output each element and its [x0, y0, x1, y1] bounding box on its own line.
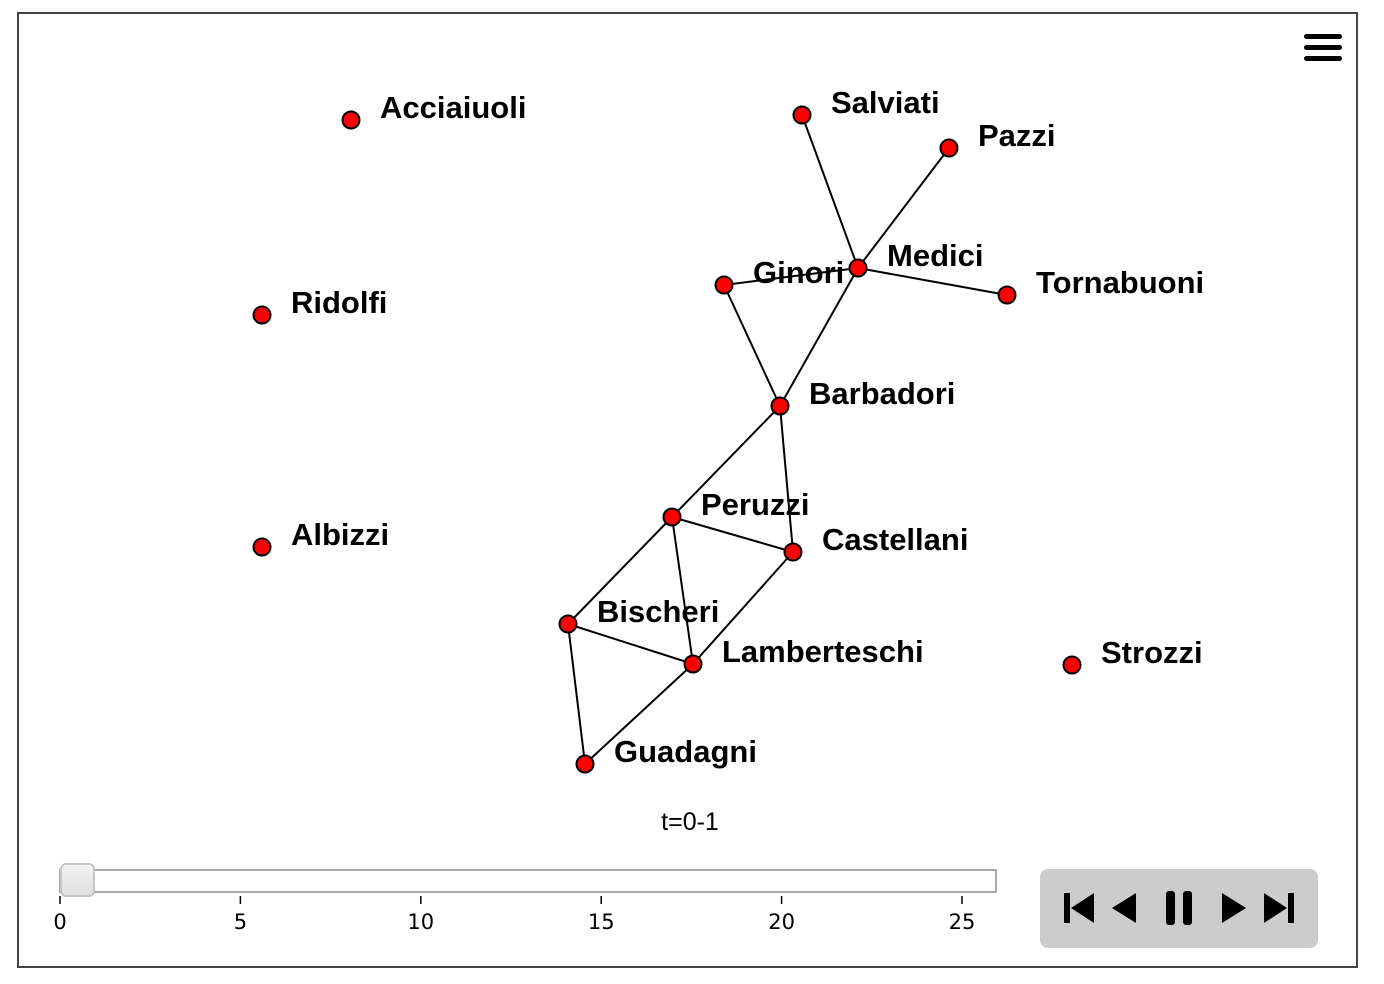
- node-marker[interactable]: [770, 396, 790, 416]
- node-marker[interactable]: [683, 654, 703, 674]
- node-marker[interactable]: [341, 110, 361, 130]
- node-label: Ridolfi: [291, 285, 387, 320]
- node-tornabuoni[interactable]: Tornabuoni: [997, 265, 1205, 305]
- node-ginori[interactable]: Ginori: [714, 255, 845, 295]
- node-albizzi[interactable]: Albizzi: [252, 517, 390, 557]
- node-marker[interactable]: [575, 754, 595, 774]
- node-label: Acciaiuoli: [380, 90, 526, 125]
- node-label: Bischeri: [597, 594, 719, 629]
- node-label: Guadagni: [614, 734, 757, 769]
- skip-to-start-icon[interactable]: [1062, 887, 1096, 929]
- menu-bar: [1304, 34, 1342, 39]
- edge-bischeri-lamberteschi: [567, 623, 694, 665]
- edge-peruzzi-bischeri: [567, 516, 673, 625]
- node-lamberteschi[interactable]: Lamberteschi: [683, 634, 924, 674]
- node-marker[interactable]: [662, 507, 682, 527]
- edge-lamberteschi-guadagni: [584, 663, 694, 765]
- edge-barbadori-peruzzi: [671, 405, 781, 518]
- node-label: Medici: [887, 238, 983, 273]
- node-salviati[interactable]: Salviati: [792, 85, 940, 125]
- node-strozzi[interactable]: Strozzi: [1062, 635, 1203, 675]
- node-label: Barbadori: [809, 376, 955, 411]
- node-barbadori[interactable]: Barbadori: [770, 376, 956, 416]
- hamburger-menu-icon[interactable]: [1304, 34, 1342, 62]
- node-marker[interactable]: [792, 105, 812, 125]
- node-marker[interactable]: [1062, 655, 1082, 675]
- node-marker[interactable]: [783, 542, 803, 562]
- menu-bar: [1304, 45, 1342, 50]
- step-forward-icon[interactable]: [1220, 887, 1248, 929]
- node-label: Strozzi: [1101, 635, 1203, 670]
- node-marker[interactable]: [714, 275, 734, 295]
- node-label: Ginori: [753, 255, 844, 290]
- edge-medici-tornabuoni: [857, 267, 1008, 296]
- node-label: Pazzi: [978, 118, 1056, 153]
- step-back-icon[interactable]: [1110, 887, 1138, 929]
- pause-icon[interactable]: [1164, 887, 1194, 929]
- time-label: t=0-1: [661, 808, 719, 836]
- edge-ginori-barbadori: [723, 284, 781, 407]
- edge-barbadori-castellani: [779, 405, 794, 553]
- edge-bischeri-guadagni: [567, 623, 586, 765]
- node-label: Tornabuoni: [1036, 265, 1204, 300]
- edges-layer: [567, 114, 1008, 765]
- edge-peruzzi-castellani: [671, 516, 794, 553]
- skip-to-end-icon[interactable]: [1262, 887, 1296, 929]
- node-bischeri[interactable]: Bischeri: [558, 594, 720, 634]
- menu-bar: [1304, 56, 1342, 61]
- node-label: Castellani: [822, 522, 968, 557]
- node-marker[interactable]: [252, 305, 272, 325]
- node-label: Peruzzi: [701, 487, 810, 522]
- node-marker[interactable]: [848, 258, 868, 278]
- node-medici[interactable]: Medici: [848, 238, 984, 278]
- playback-controls: [1040, 869, 1318, 948]
- edge-castellani-lamberteschi: [692, 551, 794, 665]
- node-marker[interactable]: [558, 614, 578, 634]
- node-pazzi[interactable]: Pazzi: [939, 118, 1056, 158]
- node-guadagni[interactable]: Guadagni: [575, 734, 757, 774]
- node-acciaiuoli[interactable]: Acciaiuoli: [341, 90, 527, 130]
- node-label: Salviati: [831, 85, 940, 120]
- node-peruzzi[interactable]: Peruzzi: [662, 487, 810, 527]
- edge-salviati-medici: [801, 114, 859, 269]
- node-marker[interactable]: [939, 138, 959, 158]
- node-marker[interactable]: [252, 537, 272, 557]
- node-label: Lamberteschi: [722, 634, 924, 669]
- nodes-layer: Acciaiuoli Salviati Pazzi Ridolfi Ginori Medi…: [252, 85, 1205, 774]
- node-ridolfi[interactable]: Ridolfi: [252, 285, 388, 325]
- edge-ginori-medici: [723, 267, 859, 286]
- time-slider-handle[interactable]: [60, 863, 95, 897]
- time-slider-track[interactable]: [59, 869, 997, 893]
- edge-peruzzi-lamberteschi: [671, 516, 694, 665]
- node-label: Albizzi: [291, 517, 389, 552]
- edge-pazzi-medici: [857, 147, 950, 269]
- node-castellani[interactable]: Castellani: [783, 522, 969, 562]
- node-marker[interactable]: [997, 285, 1017, 305]
- edge-medici-barbadori: [779, 267, 859, 407]
- animation-frame: [17, 12, 1358, 968]
